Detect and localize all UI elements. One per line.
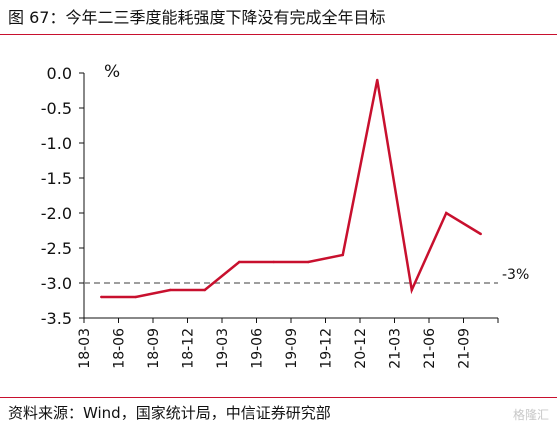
- x-tick-label: 18-06: [112, 328, 128, 369]
- y-tick-label: -3.5: [41, 309, 72, 328]
- line-chart: 0.0-0.5-1.0-1.5-2.0-2.5-3.0-3.5 18-03 18-…: [41, 62, 529, 369]
- x-tick-label: 20-12: [353, 328, 369, 369]
- data-point: [100, 295, 103, 299]
- x-tick-label: 18-09: [146, 328, 162, 369]
- data-point: [376, 78, 379, 82]
- y-tick-label: -1.5: [41, 169, 72, 188]
- x-tick-label: 19-06: [250, 328, 266, 369]
- data-point: [272, 260, 275, 264]
- y-axis-ticks: 0.0 -0.5 -1.0 -1.5 -2.0 -2.5 -3.0 -3.5: [41, 64, 84, 328]
- x-tick-label: 21-06: [422, 328, 438, 369]
- x-tick-label: 19-12: [319, 328, 335, 369]
- data-point: [341, 253, 344, 257]
- x-tick-label: 21-03: [388, 328, 404, 369]
- x-tick-label: 19-09: [284, 328, 300, 369]
- data-point: [479, 232, 482, 236]
- data-point: [238, 260, 241, 264]
- source-divider: [0, 397, 557, 398]
- x-tick-label: 18-12: [181, 328, 197, 369]
- title-divider: [0, 34, 557, 35]
- data-point: [307, 260, 310, 264]
- source-note: 资料来源：Wind，国家统计局，中信证券研究部: [8, 404, 331, 422]
- y-tick-label: -0.5: [41, 99, 72, 118]
- series-line: [101, 79, 482, 299]
- series-group: [100, 78, 482, 299]
- axes: [83, 73, 498, 319]
- y-axis-unit: %: [104, 62, 120, 82]
- y-tick-label: -2.5: [41, 239, 72, 258]
- y-tick-label: 0.0: [47, 64, 72, 83]
- y-tick-label: -1.0: [41, 134, 72, 153]
- x-tick-label: 18-03: [77, 328, 93, 369]
- y-tick-label: -3.0: [41, 274, 72, 293]
- data-point: [134, 295, 137, 299]
- data-point: [445, 211, 448, 215]
- reference-line-group: -3%: [84, 267, 529, 284]
- x-tick-label: 19-03: [215, 328, 231, 369]
- data-point: [410, 288, 413, 292]
- watermark-logo: 格隆汇: [512, 408, 549, 422]
- x-axis-ticks: 18-03 18-06 18-09 18-12 19-03 19-06 19-09 19-12…: [77, 318, 499, 369]
- data-point: [169, 288, 172, 292]
- x-tick-label: 21-09: [457, 328, 473, 369]
- reference-line-label: -3%: [502, 267, 529, 283]
- chart-title: 图 67：今年二三季度能耗强度下降没有完成全年目标: [8, 8, 386, 27]
- y-tick-label: -2.0: [41, 204, 72, 223]
- data-point: [203, 288, 206, 292]
